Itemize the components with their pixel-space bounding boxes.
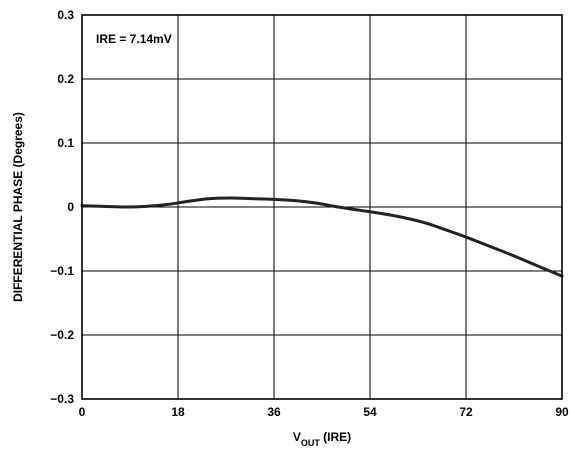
x-axis-title-main: V bbox=[293, 430, 301, 444]
x-tick-label: 72 bbox=[459, 405, 473, 419]
series-layer bbox=[80, 196, 564, 278]
y-tick-labels: 0.3 0.2 0.1 0 −0.1 −0.2 −0.3 bbox=[50, 8, 74, 406]
y-tick-label: 0 bbox=[67, 200, 74, 214]
annotation-ire: IRE = 7.14mV bbox=[96, 32, 172, 46]
x-axis-title-subscript: OUT bbox=[301, 438, 321, 448]
y-tick-label: −0.1 bbox=[50, 264, 74, 278]
y-tick-label: −0.3 bbox=[50, 392, 74, 406]
x-axis-title-suffix: (IRE) bbox=[320, 430, 351, 444]
x-tick-label: 36 bbox=[267, 405, 281, 419]
y-axis-title: DIFFERENTIAL PHASE (Degrees) bbox=[11, 112, 25, 302]
x-tick-label: 18 bbox=[171, 405, 185, 419]
x-tick-labels: 0 18 36 54 72 90 bbox=[79, 405, 569, 419]
x-tick-label: 54 bbox=[363, 405, 377, 419]
y-tick-label: 0.1 bbox=[57, 136, 74, 150]
x-axis-title: VOUT (IRE) bbox=[293, 430, 351, 448]
x-tick-label: 0 bbox=[79, 405, 86, 419]
y-tick-label: 0.3 bbox=[57, 8, 74, 22]
x-tick-label: 90 bbox=[555, 405, 569, 419]
series-line-0 bbox=[80, 196, 564, 278]
y-tick-label: −0.2 bbox=[50, 328, 74, 342]
y-tick-label: 0.2 bbox=[57, 72, 74, 86]
plot-frame bbox=[81, 14, 563, 400]
